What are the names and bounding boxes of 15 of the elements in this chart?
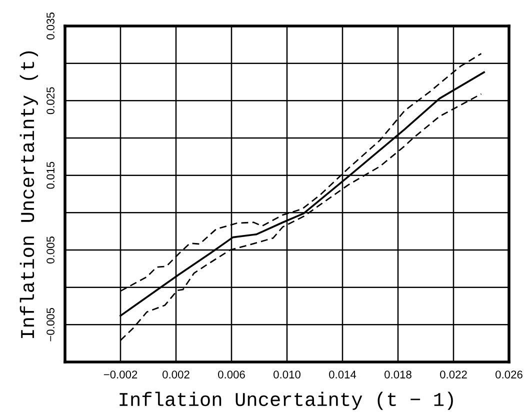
y-tick-label: 0.015 [46, 162, 54, 189]
x-tick-label: 0.010 [274, 370, 300, 378]
y-tick-label: −0.005 [46, 308, 54, 342]
y-tick-label: 0.005 [46, 236, 54, 264]
y-axis-title: Inflation Uncertainty (t) [20, 51, 38, 338]
y-tick-label: 0.035 [46, 12, 54, 40]
x-tick-label: −0.002 [104, 370, 138, 378]
x-tick-label: 0.026 [496, 370, 522, 378]
x-tick-label: 0.022 [440, 370, 467, 378]
x-tick-label: 0.002 [162, 370, 190, 378]
x-tick-label: 0.006 [218, 370, 245, 378]
x-axis-title: Inflation Uncertainty (t − 1) [120, 392, 453, 410]
x-tick-label: 0.014 [329, 370, 356, 378]
x-tick-label: 0.018 [384, 370, 412, 378]
y-tick-label: 0.025 [46, 87, 54, 114]
